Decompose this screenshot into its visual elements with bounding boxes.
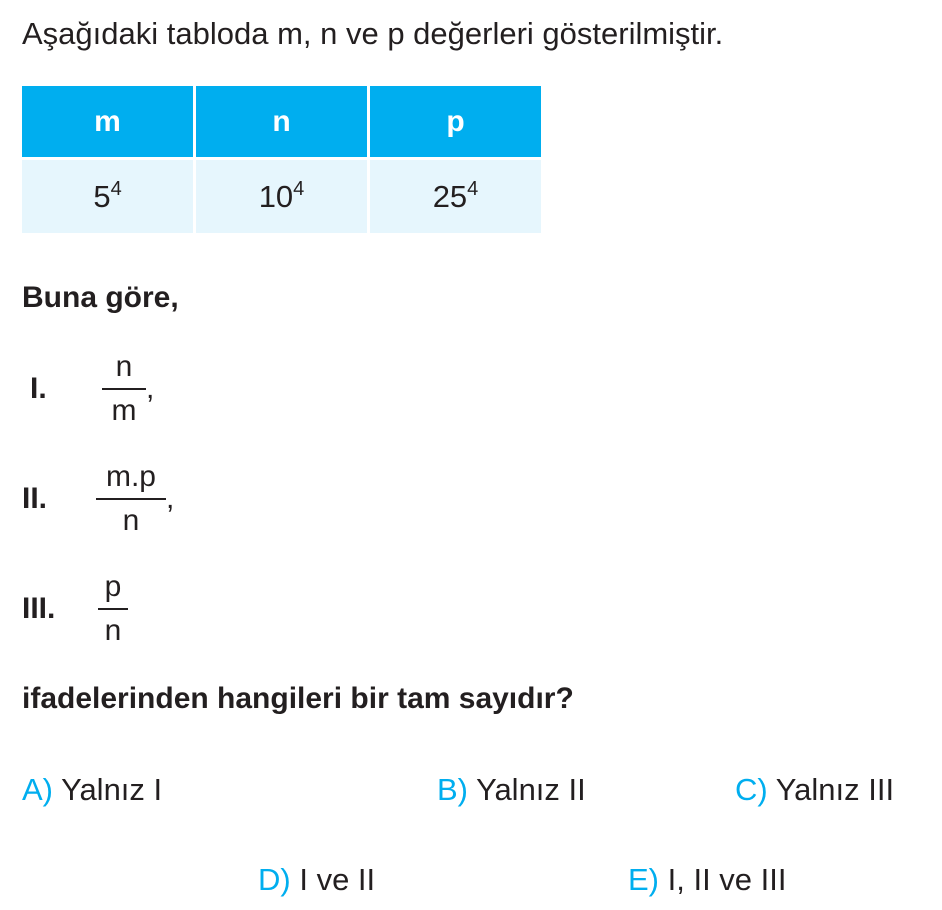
numerator: n bbox=[115, 350, 133, 383]
fraction-bar bbox=[102, 388, 146, 390]
option-a[interactable]: A) Yalnız I bbox=[22, 772, 162, 808]
exponent: 4 bbox=[110, 178, 122, 200]
value-m: 54 bbox=[22, 157, 193, 233]
statement-label: II. bbox=[22, 482, 48, 515]
comma: , bbox=[166, 482, 175, 515]
option-letter: C) bbox=[735, 772, 768, 807]
denominator: n bbox=[104, 614, 122, 647]
fraction: m.p n bbox=[96, 460, 166, 538]
option-text: I, II ve III bbox=[667, 862, 787, 897]
statement-2: II. m.p n , bbox=[22, 460, 174, 538]
option-letter: B) bbox=[437, 772, 468, 807]
header-m: m bbox=[22, 86, 193, 157]
comma: , bbox=[146, 372, 155, 405]
statement-label: III. bbox=[22, 592, 56, 625]
question-text: ifadelerinden hangileri bir tam sayıdır? bbox=[22, 682, 574, 715]
intro-text: Aşağıdaki tabloda m, n ve p değerleri gö… bbox=[22, 16, 724, 51]
values-table: m n p 54 104 254 bbox=[19, 86, 544, 233]
numerator: p bbox=[104, 570, 122, 603]
exponent: 4 bbox=[293, 178, 305, 200]
option-letter: D) bbox=[258, 862, 291, 897]
exponent: 4 bbox=[467, 178, 479, 200]
base: 5 bbox=[93, 179, 111, 214]
option-d[interactable]: D) I ve II bbox=[258, 862, 375, 898]
lead-text: Buna göre, bbox=[22, 281, 179, 314]
numerator: m.p bbox=[105, 460, 156, 493]
option-text: Yalnız III bbox=[775, 772, 895, 807]
option-e[interactable]: E) I, II ve III bbox=[628, 862, 787, 898]
value-p: 254 bbox=[370, 157, 541, 233]
base: 10 bbox=[258, 179, 294, 214]
option-text: Yalnız I bbox=[61, 772, 163, 807]
option-c[interactable]: C) Yalnız III bbox=[735, 772, 894, 808]
option-text: I ve II bbox=[299, 862, 376, 897]
denominator: m bbox=[111, 394, 137, 427]
statement-label: I. bbox=[30, 372, 47, 405]
value-n: 104 bbox=[196, 157, 367, 233]
header-p: p bbox=[370, 86, 541, 157]
option-b[interactable]: B) Yalnız II bbox=[437, 772, 586, 808]
fraction-bar bbox=[98, 608, 128, 610]
option-letter: A) bbox=[22, 772, 53, 807]
header-n: n bbox=[196, 86, 367, 157]
denominator: n bbox=[122, 504, 140, 537]
option-letter: E) bbox=[628, 862, 659, 897]
base: 25 bbox=[432, 179, 468, 214]
option-text: Yalnız II bbox=[476, 772, 586, 807]
fraction-bar bbox=[96, 498, 166, 500]
